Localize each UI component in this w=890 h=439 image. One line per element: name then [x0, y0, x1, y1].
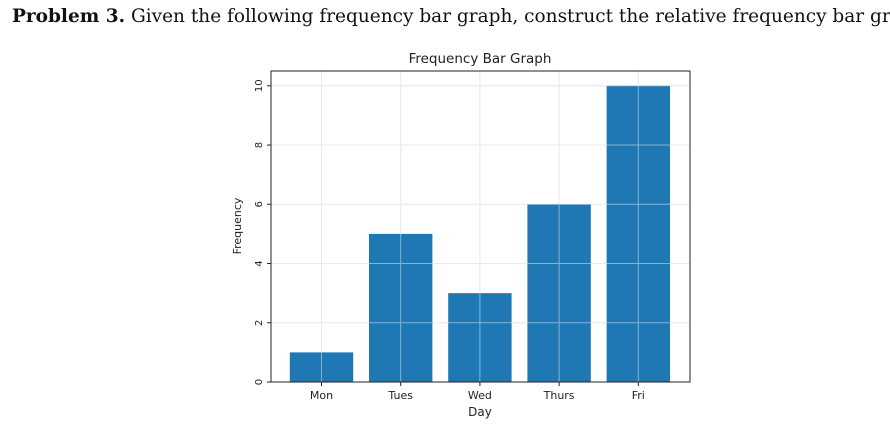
x-axis-label: Day	[468, 405, 492, 419]
x-tick-label: Thurs	[543, 389, 575, 402]
x-tick-label: Fri	[632, 389, 645, 402]
bar-mon	[289, 352, 354, 382]
problem-text: Given the following frequency bar graph,…	[130, 6, 890, 27]
x-tick-label: Tues	[387, 389, 413, 402]
y-tick-label: 0	[254, 379, 265, 385]
problem-label: Problem 3.	[12, 6, 126, 27]
y-tick-label: 10	[254, 79, 265, 92]
x-tick-label: Mon	[310, 389, 333, 402]
bar-thurs	[527, 204, 591, 382]
problem-statement: Problem 3. Given the following frequency…	[12, 6, 890, 27]
bar-wed	[448, 293, 512, 382]
y-tick-label: 8	[254, 142, 265, 148]
x-tick-label: Wed	[468, 389, 492, 402]
bar-layer	[271, 71, 690, 383]
y-tick-label: 4	[254, 260, 265, 266]
bar-tues	[369, 233, 433, 382]
tick-layer: 0 2 4 6 8 10 Mon Tues Wed Thurs Fri	[254, 79, 645, 402]
bar-fri	[606, 85, 670, 383]
plot-frame	[270, 70, 691, 383]
y-tick-label: 6	[254, 201, 265, 207]
y-axis-label: Frequency	[231, 197, 244, 254]
y-tick-label: 2	[254, 320, 265, 326]
chart-title: Frequency Bar Graph	[409, 51, 552, 67]
